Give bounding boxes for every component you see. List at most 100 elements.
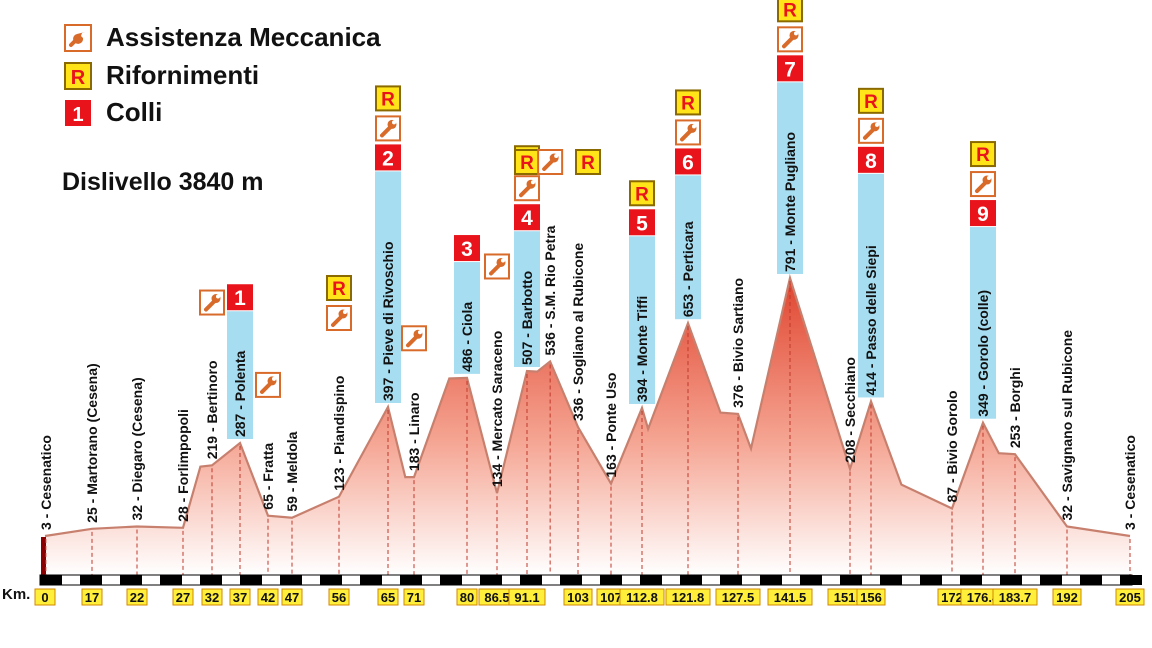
- wrench-handle: [519, 185, 531, 198]
- stage-label: 486 - Ciola: [459, 302, 475, 372]
- colle-number: 5: [636, 212, 648, 235]
- colle-badge-box: [970, 200, 996, 227]
- refuel-icon: R: [777, 0, 803, 23]
- km-bar-segment: [80, 575, 102, 585]
- colle-badge-box: [858, 146, 884, 173]
- km-tick-box: [328, 588, 350, 606]
- legend-wrench-row: Assistenza Meccanica: [64, 22, 381, 53]
- colle-band: [777, 82, 803, 274]
- km-bar-segment: [520, 575, 542, 585]
- km-bar-segment: [200, 575, 222, 585]
- colle-badge-icon: 1: [65, 99, 91, 126]
- km-tick-label: 56: [332, 590, 346, 605]
- stage-label: 253 - Borghi: [1007, 367, 1023, 448]
- refuel-icon: R: [575, 149, 601, 175]
- km-tick-box: [715, 588, 761, 606]
- colle-band: [675, 175, 701, 320]
- legend-colli-row: 1 Colli: [64, 97, 162, 128]
- km-bar-segment: [840, 575, 862, 585]
- stage-label: 25 - Martorano (Cesena): [84, 363, 100, 522]
- km-bar-segment: [280, 575, 302, 585]
- legend-refuel-label: Rifornimenti: [106, 60, 260, 90]
- stage-label: 536 - S.M. Rio Petra: [542, 225, 558, 355]
- refuel-frame: [514, 149, 540, 175]
- km-bar-segment: [160, 575, 182, 585]
- km-tick-box: [456, 588, 478, 606]
- colle-badge: 8: [858, 146, 884, 173]
- colle-badge: 6: [675, 148, 701, 175]
- km-tick-box: [377, 588, 399, 606]
- stage-label: 376 - Bivio Sartiano: [730, 278, 746, 408]
- refuel-letter: R: [681, 93, 695, 114]
- wrench-icon: [375, 115, 401, 142]
- legend-colli-label: Colli: [106, 97, 163, 127]
- km-tick-label: 183.7: [999, 590, 1032, 605]
- km-tick-box: [126, 588, 148, 606]
- profile-line: [44, 273, 1131, 538]
- km-tick-label: 80: [460, 590, 474, 605]
- wrench-icon: [64, 23, 92, 52]
- stage-label: 32 - Diegaro (Cesena): [129, 377, 145, 520]
- stage-label: 123 - Piandispino: [331, 376, 347, 491]
- km-bar-segment: [640, 575, 662, 585]
- refuel-letter: R: [581, 153, 595, 174]
- colle-badge-box: [777, 55, 803, 82]
- colle-badge-box: [514, 204, 540, 231]
- wrench-handle: [331, 314, 343, 327]
- refuel-frame: [575, 149, 601, 175]
- wrench-handle: [542, 159, 555, 171]
- colle-badge: 4: [514, 204, 540, 231]
- refuel-frame: [326, 274, 352, 301]
- km-tick-box: [201, 588, 223, 606]
- colle-number: 8: [865, 150, 877, 173]
- km-bar-segment: [120, 575, 142, 585]
- wrench-icon: [777, 26, 803, 53]
- refuel-frame: [629, 180, 655, 207]
- colle-badge: 9: [970, 200, 996, 227]
- refuel-letter: R: [635, 184, 649, 205]
- wrench-handle: [380, 125, 392, 138]
- km-bar-segment: [440, 575, 462, 585]
- colle-band: [858, 173, 884, 398]
- refuel-frame: [858, 87, 884, 114]
- km-bar-segment: [1080, 575, 1102, 585]
- km-axis-label: Km.: [2, 586, 31, 603]
- wrench-icon: [255, 371, 281, 398]
- km-tick-box: [767, 588, 813, 606]
- km-bar-segment: [600, 575, 622, 585]
- km-tick-box: [229, 588, 251, 606]
- colle-band: [227, 311, 253, 440]
- km-tick-label: 103: [567, 590, 589, 605]
- refuel-icon: R: [675, 89, 701, 116]
- km-tick-box: [619, 588, 665, 606]
- profile-start-edge: [41, 537, 46, 575]
- legend-wrench-label: Assistenza Meccanica: [106, 22, 381, 52]
- stage-label: 134 - Mercato Saraceno: [489, 331, 505, 487]
- refuel-letter: R: [783, 0, 797, 21]
- km-bar-segment: [480, 575, 502, 585]
- km-tick-box: [563, 588, 593, 606]
- stage-label: 394 - Monte Tiffi: [634, 296, 650, 402]
- colle-badge-box: [375, 144, 401, 171]
- colle-badge: 7: [777, 55, 803, 82]
- stage-label: 3 - Cesenatico: [1122, 435, 1138, 530]
- refuel-icon: R: [514, 149, 540, 175]
- stage-label: 3 - Cesenatico: [38, 435, 54, 530]
- km-tick-label: 27: [176, 590, 190, 605]
- wrench-icon: [970, 171, 996, 198]
- stage-label: 208 - Secchiano: [842, 357, 858, 463]
- wrench-handle: [204, 299, 216, 312]
- refuel-icon: R: [375, 85, 401, 112]
- refuel-frame: [375, 85, 401, 112]
- km-tick-label: 22: [130, 590, 144, 605]
- wrench-jaw: [554, 154, 559, 158]
- refuel-letter: R: [976, 145, 990, 166]
- km-tick-box: [257, 588, 279, 606]
- wrench-jaw: [531, 180, 535, 185]
- km-tick-label: 192: [1056, 590, 1078, 605]
- colle-badge-box: [629, 209, 655, 236]
- km-tick-label: 0: [41, 590, 48, 605]
- km-bar-segment: [320, 575, 342, 585]
